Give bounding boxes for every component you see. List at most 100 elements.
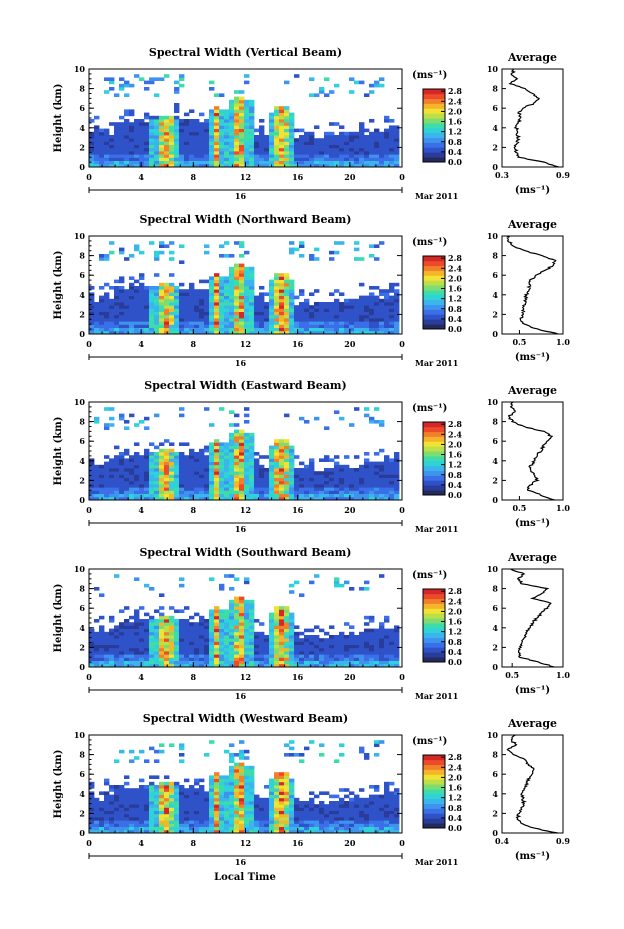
heatmap-cell: [294, 468, 300, 472]
heatmap-cell: [254, 641, 260, 645]
heatmap-cell: [274, 298, 280, 303]
heatmap-cell: [244, 250, 250, 255]
heatmap-cell: [144, 311, 150, 316]
heatmap-cell: [154, 644, 160, 649]
heatmap-cell: [289, 641, 295, 645]
heatmap-cell: [159, 619, 165, 623]
heatmap-cell: [189, 826, 195, 831]
heatmap-cell: [229, 477, 235, 482]
heatmap-cell: [264, 147, 270, 152]
heatmap-cell: [109, 468, 115, 472]
heatmap-cell: [304, 330, 310, 335]
heatmap-cell: [349, 151, 355, 155]
heatmap-cell: [154, 458, 160, 462]
heatmap-cell: [279, 471, 285, 475]
heatmap-cell: [384, 660, 390, 665]
heatmap-cell: [259, 292, 265, 296]
heatmap-cell: [289, 324, 295, 328]
heatmap-cell: [144, 138, 150, 142]
heatmap-cell: [299, 660, 305, 665]
heatmap-cell: [214, 115, 220, 120]
heatmap-cell: [314, 147, 320, 152]
heatmap-cell: [384, 619, 390, 623]
heatmap-cell: [164, 289, 170, 293]
heatmap-cell: [89, 820, 95, 824]
heatmap-cell: [94, 820, 100, 824]
heatmap-cell: [184, 147, 190, 152]
heatmap-cell: [284, 106, 290, 110]
heatmap-cell: [159, 138, 165, 142]
heatmap-cell: [214, 160, 220, 165]
heatmap-cell: [274, 119, 280, 123]
heatmap-cell: [189, 788, 195, 792]
heatmap-cell: [224, 644, 230, 649]
heatmap-cell: [129, 791, 135, 795]
heatmap-cell: [219, 817, 225, 821]
heatmap-cell: [114, 144, 120, 149]
heatmap-cell: [204, 651, 210, 655]
heatmap-cell: [114, 635, 120, 639]
heatmap-cell: [274, 151, 280, 155]
heatmap-cell: [134, 295, 140, 300]
heatmap-cell: [334, 302, 340, 306]
heatmap-cell: [214, 785, 220, 789]
heatmap-cell: [209, 496, 215, 501]
heatmap-cell: [304, 318, 310, 322]
heatmap-cell: [354, 644, 360, 649]
heatmap-cell: [364, 474, 370, 478]
heatmap-cell: [184, 135, 190, 139]
heatmap-cell: [304, 154, 310, 158]
heatmap-cell: [124, 448, 130, 453]
heatmap-cell: [99, 298, 105, 303]
heatmap-cell: [244, 628, 250, 633]
heatmap-cell: [174, 628, 180, 633]
heatmap-cell: [279, 445, 285, 450]
heatmap-cell: [224, 330, 230, 335]
heatmap-cell: [184, 631, 190, 636]
heatmap-cell: [184, 151, 190, 155]
heatmap-cell: [199, 141, 205, 145]
heatmap-cell: [234, 282, 240, 287]
heatmap-cell: [99, 804, 105, 808]
heatmap-cell: [174, 801, 180, 805]
heatmap-cell: [119, 324, 125, 328]
heatmap-cell: [279, 276, 285, 280]
heatmap-cell: [169, 619, 175, 623]
heatmap-cell: [179, 493, 185, 498]
heatmap-cell: [109, 250, 115, 255]
heatmap-cell: [194, 631, 200, 636]
heatmap-cell: [249, 810, 255, 815]
heatmap-cell: [229, 314, 235, 319]
heatmap-cell: [104, 321, 110, 325]
heatmap-cell: [124, 83, 130, 88]
heatmap-cell: [89, 791, 95, 795]
heatmap-cell: [219, 131, 225, 136]
heatmap-cell: [214, 318, 220, 322]
heatmap-cell: [134, 577, 140, 581]
heatmap-cell: [219, 125, 225, 129]
heatmap-cell: [284, 609, 290, 613]
heatmap-cell: [189, 471, 195, 475]
heatmap-cell: [359, 154, 365, 158]
heatmap-cell: [194, 464, 200, 469]
heatmap-cell: [344, 163, 350, 168]
heatmap-cell: [334, 147, 340, 152]
x-tick-label: 20: [344, 339, 356, 349]
heatmap-cell: [164, 615, 170, 620]
heatmap-cell: [219, 254, 225, 258]
heatmap-cell: [154, 609, 160, 613]
heatmap-cell: [174, 609, 180, 613]
heatmap-cell: [254, 464, 260, 469]
heatmap-cell: [359, 318, 365, 322]
heatmap-cell: [249, 286, 255, 290]
colorbar-swatch: [423, 422, 445, 428]
profile-y-tick-label: 0: [492, 495, 498, 505]
heatmap-cell: [204, 311, 210, 316]
heatmap-cell: [229, 305, 235, 309]
heatmap-cell: [289, 480, 295, 485]
heatmap-cell: [214, 484, 220, 488]
heatmap-cell: [239, 106, 245, 110]
heatmap-cell: [219, 305, 225, 309]
heatmap-cell: [384, 147, 390, 152]
